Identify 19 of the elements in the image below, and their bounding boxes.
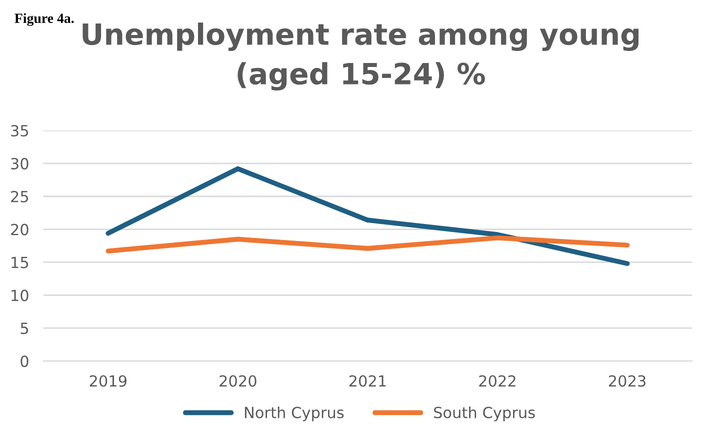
y-tick-label: 10 bbox=[12, 290, 28, 302]
y-tick-label: 15 bbox=[12, 256, 28, 268]
line-series bbox=[106, 235, 630, 254]
x-tick-label: 2019 bbox=[90, 375, 127, 387]
x-tick-label: 2023 bbox=[608, 375, 646, 387]
y-tick-label: 35 bbox=[11, 124, 28, 137]
y-tick-label: 0 bbox=[20, 356, 28, 368]
y-tick-label: 30 bbox=[11, 158, 28, 170]
x-tick-label: 2022 bbox=[479, 375, 516, 387]
y-tick-label: 20 bbox=[11, 224, 28, 236]
line-series bbox=[106, 166, 630, 266]
legend-label: North Cyprus bbox=[244, 406, 344, 422]
chart-title: Unemployment rate among young (aged 15-24) % bbox=[82, 22, 638, 91]
caption: Figure 4a. bbox=[14, 13, 74, 26]
y-tick-label: 5 bbox=[20, 322, 28, 334]
legend-label: South Cyprus bbox=[434, 406, 535, 422]
x-tick-label: 2020 bbox=[220, 375, 256, 387]
x-tick-label: 2021 bbox=[349, 375, 386, 387]
y-tick-label: 25 bbox=[11, 190, 28, 202]
